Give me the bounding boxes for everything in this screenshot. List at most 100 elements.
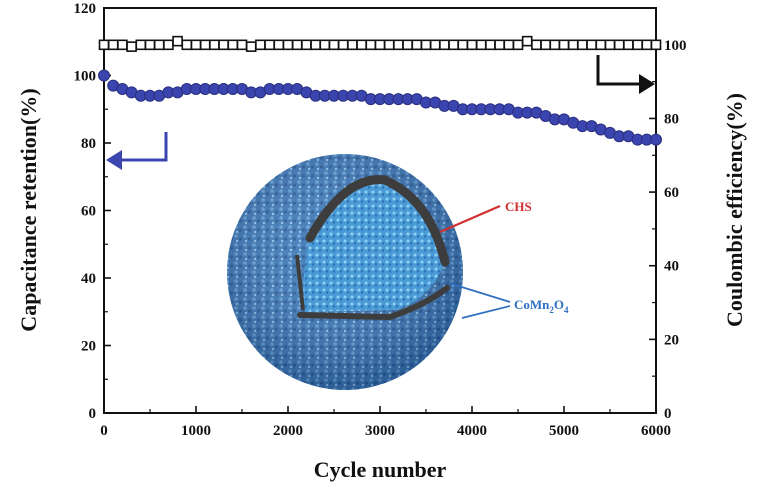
cr-point bbox=[98, 69, 110, 82]
ce-point bbox=[98, 39, 110, 51]
carbon-shell-lower bbox=[297, 285, 450, 321]
ce-point bbox=[310, 39, 321, 51]
ce-point bbox=[282, 39, 294, 51]
ce-point bbox=[236, 39, 248, 51]
series-capacitance-retention bbox=[98, 69, 662, 146]
ce-point bbox=[264, 39, 275, 51]
ce-point bbox=[117, 39, 128, 51]
ce-point bbox=[172, 35, 183, 47]
y-tick-label: 20 bbox=[81, 339, 96, 355]
ce-point bbox=[218, 39, 229, 51]
x-tick-label: 5000 bbox=[549, 423, 579, 439]
y-tick-label: 120 bbox=[74, 1, 97, 17]
ce-point bbox=[439, 39, 450, 51]
x-tick-label: 3000 bbox=[365, 423, 395, 439]
y2-tick-label: 60 bbox=[664, 185, 679, 201]
ce-point bbox=[209, 39, 220, 51]
inset-illustration bbox=[227, 154, 463, 390]
ce-point bbox=[163, 39, 174, 51]
right-axis-arrow bbox=[596, 55, 646, 86]
ce-point bbox=[107, 39, 119, 51]
ce-point bbox=[577, 39, 588, 51]
ce-point bbox=[420, 39, 432, 51]
ce-point bbox=[356, 39, 367, 51]
chs-pointer bbox=[439, 204, 501, 234]
ce-point bbox=[623, 39, 634, 51]
comn2o4-pointer-upper bbox=[451, 283, 511, 303]
ce-point bbox=[475, 39, 487, 51]
ce-point bbox=[512, 39, 524, 51]
ce-point bbox=[199, 39, 211, 51]
ce-point bbox=[328, 39, 340, 51]
ce-point bbox=[457, 39, 469, 51]
ce-point bbox=[613, 39, 625, 51]
ce-point bbox=[255, 39, 266, 51]
y2-axis-title: Coulombic efficiency(%) bbox=[722, 93, 747, 327]
x-tick-label: 1000 bbox=[181, 423, 211, 439]
ce-point bbox=[190, 39, 202, 51]
ce-point bbox=[503, 39, 515, 51]
y2-tick-label: 100 bbox=[664, 38, 687, 54]
ce-point bbox=[549, 39, 561, 51]
x-tick-label: 2000 bbox=[273, 423, 303, 439]
ce-point bbox=[531, 39, 542, 51]
ce-point bbox=[393, 39, 404, 51]
ce-point bbox=[586, 39, 597, 51]
ce-point bbox=[567, 39, 579, 51]
chs-label: CHS bbox=[505, 199, 532, 214]
ce-point bbox=[319, 39, 331, 51]
ce-point bbox=[411, 39, 423, 51]
ce-point bbox=[374, 39, 386, 51]
y-tick-label: 80 bbox=[81, 136, 96, 152]
ce-point bbox=[337, 39, 349, 51]
ce-point bbox=[466, 39, 478, 51]
ce-point bbox=[641, 39, 653, 51]
ce-point bbox=[291, 39, 303, 51]
ce-point bbox=[126, 41, 137, 52]
y-tick-label: 0 bbox=[89, 406, 97, 422]
ce-point bbox=[558, 39, 570, 51]
y-tick-label: 60 bbox=[81, 204, 96, 220]
ce-point bbox=[632, 39, 643, 51]
x-axis-title: Cycle number bbox=[314, 457, 447, 482]
ce-point bbox=[485, 39, 496, 51]
ce-point bbox=[448, 39, 459, 51]
ce-point bbox=[153, 39, 165, 51]
x-tick-label: 0 bbox=[100, 423, 108, 439]
y2-tick-label: 0 bbox=[664, 406, 672, 422]
y-tick-label: 100 bbox=[74, 69, 97, 85]
carbon-shell-left bbox=[295, 254, 305, 311]
carbon-shell-arc bbox=[305, 175, 450, 267]
ce-point bbox=[365, 39, 377, 51]
ce-point bbox=[273, 39, 285, 51]
x-tick-label: 4000 bbox=[457, 423, 487, 439]
ce-point bbox=[144, 39, 156, 51]
left-axis-arrowhead bbox=[106, 150, 122, 170]
ce-point bbox=[595, 39, 607, 51]
hollow-cavity bbox=[303, 179, 445, 312]
ce-point bbox=[383, 39, 395, 51]
ce-point bbox=[429, 39, 441, 51]
ce-point bbox=[650, 39, 662, 51]
ce-point bbox=[135, 39, 147, 51]
y2-tick-label: 20 bbox=[664, 332, 679, 348]
right-axis-arrowhead bbox=[639, 74, 655, 94]
ce-point bbox=[347, 39, 358, 51]
ce-point bbox=[181, 39, 193, 51]
comn2o4-label: CoMn2O4 bbox=[514, 297, 569, 315]
ce-point bbox=[227, 39, 239, 51]
ce-point bbox=[402, 39, 413, 51]
comn2o4-pointer-lower bbox=[461, 305, 511, 319]
ce-point bbox=[494, 39, 505, 51]
ce-point bbox=[521, 35, 533, 47]
x-tick-label: 6000 bbox=[641, 423, 671, 439]
ticks-layer: 0 1000 2000 3000 4000 5000 6000020406080100120… bbox=[74, 1, 687, 439]
cr-point bbox=[650, 133, 662, 146]
ce-point bbox=[604, 39, 616, 51]
series-coulombic-efficiency bbox=[98, 35, 662, 52]
y2-tick-label: 40 bbox=[664, 259, 679, 275]
y2-tick-label: 80 bbox=[664, 111, 679, 127]
ce-point bbox=[540, 39, 551, 51]
ce-point bbox=[301, 39, 312, 51]
